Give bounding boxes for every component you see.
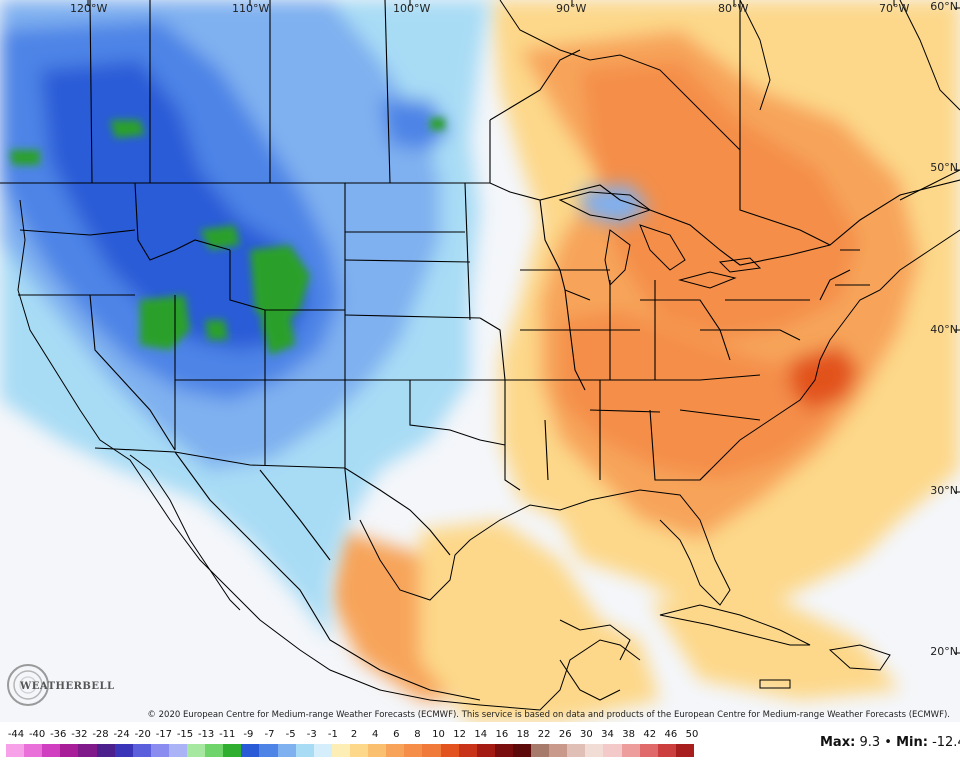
legend-tick-label: 4 bbox=[371, 729, 379, 740]
legend-swatch bbox=[350, 744, 369, 757]
legend-swatch bbox=[205, 744, 224, 757]
stats-separator: • bbox=[884, 735, 892, 750]
legend-tick-label: -5 bbox=[285, 729, 296, 740]
legend-swatch bbox=[259, 744, 279, 757]
legend-swatch bbox=[241, 744, 260, 757]
lon-label-120w: 120°W bbox=[70, 2, 108, 15]
max-label: Max: bbox=[820, 735, 856, 750]
max-min-readout: Max: 9.3 • Min: -12.4 bbox=[820, 735, 960, 750]
legend-swatch bbox=[295, 744, 315, 757]
legend-swatch bbox=[313, 744, 333, 757]
anomaly-map-canvas bbox=[0, 0, 960, 722]
legend-swatch bbox=[60, 744, 79, 757]
legend-swatch bbox=[621, 744, 641, 757]
legend-swatch bbox=[512, 744, 532, 757]
lon-label-70w: 70°W bbox=[879, 2, 910, 15]
legend-swatch bbox=[549, 744, 568, 757]
graticule-ticks bbox=[87, 0, 960, 654]
legend-swatch bbox=[331, 744, 351, 757]
logo-text: WEATHERBELL bbox=[20, 681, 115, 692]
lat-label-40n: 40°N bbox=[930, 323, 958, 336]
legend-swatch bbox=[168, 744, 188, 757]
legend-tick-label: -32 bbox=[71, 729, 88, 740]
legend-tick-label: -36 bbox=[50, 729, 67, 740]
legend-swatch bbox=[657, 744, 677, 757]
legend-swatch bbox=[531, 744, 550, 757]
legend-tick-label: 42 bbox=[643, 729, 657, 740]
legend-swatch bbox=[24, 744, 43, 757]
legend-swatch bbox=[458, 744, 478, 757]
legend-tick-label: 12 bbox=[453, 729, 466, 740]
legend-tick-label: 26 bbox=[558, 729, 572, 740]
lon-label-100w: 100°W bbox=[393, 2, 431, 15]
copyright-notice: © 2020 European Centre for Medium-range … bbox=[147, 710, 950, 720]
legend-tick-label: 34 bbox=[601, 729, 614, 740]
legend-swatch bbox=[78, 744, 97, 757]
legend-tick-label: -7 bbox=[264, 729, 275, 740]
legend-swatch bbox=[603, 744, 623, 757]
legend-swatch bbox=[440, 744, 460, 757]
legend-swatch bbox=[639, 744, 659, 757]
legend-swatch bbox=[476, 744, 496, 757]
legend-tick-label: 50 bbox=[685, 729, 699, 740]
legend-tick-label: 30 bbox=[580, 729, 593, 740]
political-borders bbox=[0, 0, 960, 701]
legend-swatch bbox=[223, 744, 242, 757]
forecast-map: 120°W 110°W 100°W 90°W 80°W 70°W 60°N 50… bbox=[0, 0, 960, 722]
legend-swatch bbox=[386, 744, 405, 757]
legend-tick-label: -3 bbox=[306, 729, 317, 740]
legend-swatch bbox=[187, 744, 206, 757]
legend-tick-label: -1 bbox=[327, 729, 338, 740]
legend-swatch bbox=[567, 744, 586, 757]
legend-tick-label: -44 bbox=[7, 729, 25, 740]
legend-tick-label: -13 bbox=[197, 729, 215, 740]
legend-tick-label: 38 bbox=[622, 729, 635, 740]
legend-swatch bbox=[150, 744, 170, 757]
strong-cold-patches bbox=[10, 118, 445, 355]
legend-tick-label: 18 bbox=[516, 729, 530, 740]
legend-tick-label: -15 bbox=[176, 729, 194, 740]
legend-swatch bbox=[494, 744, 514, 757]
max-value: 9.3 bbox=[859, 735, 881, 750]
legend-swatch bbox=[132, 744, 152, 757]
legend-tick-label: 16 bbox=[495, 729, 509, 740]
legend-swatch bbox=[404, 744, 423, 757]
legend-tick-label: -40 bbox=[28, 729, 46, 740]
legend-tick-label: 8 bbox=[414, 729, 421, 740]
legend-swatch bbox=[42, 744, 61, 757]
warm-anomaly-field bbox=[330, 0, 960, 722]
lat-label-20n: 20°N bbox=[930, 645, 958, 658]
lon-label-90w: 90°W bbox=[556, 2, 587, 15]
lon-label-110w: 110°W bbox=[232, 2, 270, 15]
legend-tick-label: 10 bbox=[432, 729, 445, 740]
legend-swatch bbox=[675, 744, 695, 757]
legend-tick-label: -24 bbox=[113, 729, 130, 740]
lon-label-80w: 80°W bbox=[718, 2, 749, 15]
lat-label-30n: 30°N bbox=[930, 484, 958, 497]
legend-tick-label: 46 bbox=[664, 729, 678, 740]
legend-swatch bbox=[585, 744, 604, 757]
legend-tick-label: -20 bbox=[134, 729, 151, 740]
coastlines bbox=[17, 0, 960, 711]
legend-tick-label: -28 bbox=[92, 729, 109, 740]
min-label: Min: bbox=[896, 735, 928, 750]
legend-swatch bbox=[114, 744, 134, 757]
legend-swatch bbox=[96, 744, 116, 757]
legend-tick-label: -9 bbox=[243, 729, 254, 740]
legend-tick-label: 6 bbox=[393, 729, 400, 740]
legend-tick-label: 2 bbox=[350, 729, 358, 740]
legend-swatch bbox=[422, 744, 441, 757]
weatherbell-logo bbox=[7, 664, 49, 706]
legend-swatch bbox=[277, 744, 297, 757]
lat-label-60n: 60°N bbox=[930, 0, 958, 13]
lat-label-50n: 50°N bbox=[930, 161, 958, 174]
legend-swatch bbox=[368, 744, 387, 757]
legend-tick-label: 22 bbox=[537, 729, 551, 740]
legend-tick-label: 14 bbox=[474, 729, 488, 740]
legend-tick-label: -11 bbox=[219, 729, 236, 740]
legend-tick-label: -17 bbox=[155, 729, 173, 740]
legend-swatch bbox=[6, 744, 25, 757]
min-value: -12.4 bbox=[932, 735, 960, 750]
